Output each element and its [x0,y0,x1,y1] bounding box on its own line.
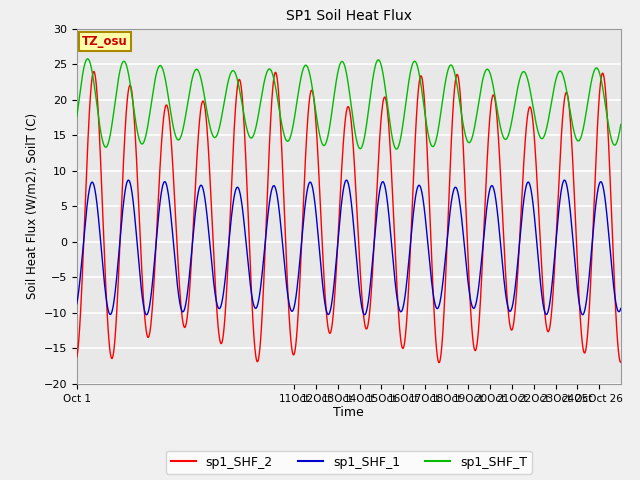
sp1_SHF_1 [172,265,180,271]
Y-axis label: Soil Heat Flux (W/m2), SoilT (C): Soil Heat Flux (W/m2), SoilT (C) [25,113,38,300]
sp1_SHF_1 [73,301,81,307]
sp1_SHF_T [172,133,180,139]
sp1_SHF_2 [435,360,443,366]
sp1_SHF_T [520,69,528,75]
sp1_SHF_T [479,76,487,82]
sp1_SHF_T [281,134,289,140]
X-axis label: Time: Time [333,407,364,420]
sp1_SHF_2 [90,69,98,74]
sp1_SHF_2 [520,152,528,157]
sp1_SHF_2 [399,346,407,351]
sp1_SHF_T [73,114,81,120]
sp1_SHF_1 [520,194,528,200]
sp1_SHF_1 [281,265,289,271]
sp1_SHF_1 [427,270,435,276]
sp1_SHF_1 [617,306,625,312]
sp1_SHF_1 [561,177,568,183]
Title: SP1 Soil Heat Flux: SP1 Soil Heat Flux [286,10,412,24]
sp1_SHF_T [84,56,92,62]
sp1_SHF_2 [479,248,487,254]
Line: sp1_SHF_1: sp1_SHF_1 [77,180,621,315]
sp1_SHF_2 [427,232,435,238]
sp1_SHF_2 [617,360,625,365]
sp1_SHF_1 [479,244,486,250]
Text: TZ_osu: TZ_osu [82,35,128,48]
sp1_SHF_1 [143,312,150,318]
Legend: sp1_SHF_2, sp1_SHF_1, sp1_SHF_T: sp1_SHF_2, sp1_SHF_1, sp1_SHF_T [166,451,532,474]
Line: sp1_SHF_T: sp1_SHF_T [77,59,621,149]
sp1_SHF_T [393,146,401,152]
sp1_SHF_2 [73,354,81,360]
Line: sp1_SHF_2: sp1_SHF_2 [77,72,621,363]
sp1_SHF_2 [281,218,289,224]
sp1_SHF_T [617,121,625,127]
sp1_SHF_1 [399,304,407,310]
sp1_SHF_T [427,141,435,147]
sp1_SHF_2 [172,217,180,223]
sp1_SHF_T [399,119,407,125]
